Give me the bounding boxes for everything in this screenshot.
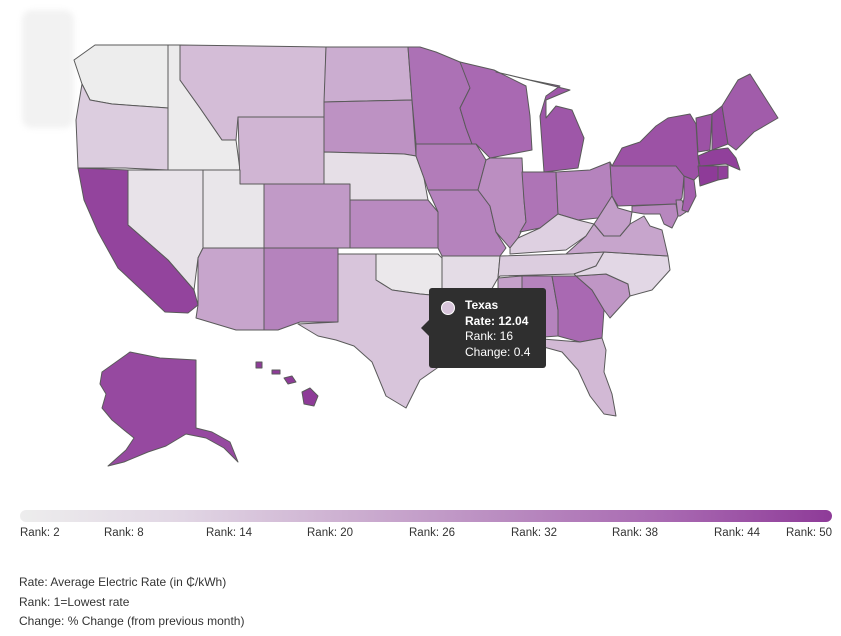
- us-electric-rate-map: Texas Rate: 12.04 Rank: 16 Change: 0.4: [22, 10, 779, 467]
- state-sd[interactable]: [323, 99, 417, 157]
- note-rank: Rank: 1=Lowest rate: [19, 594, 130, 609]
- legend-label: Rank: 8: [104, 527, 144, 539]
- state-de[interactable]: [675, 199, 687, 217]
- state-pa[interactable]: [609, 161, 685, 207]
- state-vt[interactable]: [695, 113, 713, 153]
- state-me[interactable]: [721, 73, 779, 151]
- legend-label: Rank: 26: [409, 527, 456, 539]
- state-wi[interactable]: [459, 61, 533, 159]
- state-ia[interactable]: [415, 143, 487, 191]
- tooltip-rank: Rank: 16: [465, 329, 514, 343]
- state-nj[interactable]: [681, 175, 697, 213]
- state-co[interactable]: [263, 183, 351, 249]
- state-ky[interactable]: [509, 213, 595, 255]
- state-az[interactable]: [195, 247, 265, 331]
- state-tooltip: Texas Rate: 12.04 Rank: 16 Change: 0.4: [421, 288, 546, 368]
- state-fl[interactable]: [529, 337, 617, 417]
- legend-label: Rank: 50: [786, 527, 833, 539]
- legend-label: Rank: 44: [714, 527, 761, 539]
- note-rate: Rate: Average Electric Rate (in ₵/kWh): [19, 575, 227, 589]
- state-nm[interactable]: [263, 247, 339, 331]
- legend-label: Rank: 14: [206, 527, 253, 539]
- state-hi-molokai: [271, 369, 281, 375]
- legend-labels: Rank: 2 Rank: 8 Rank: 14 Rank: 20 Rank: …: [0, 527, 841, 543]
- state-hi-kauai: [255, 361, 263, 369]
- tooltip-color-swatch-icon: [441, 301, 455, 315]
- state-tx[interactable]: [297, 253, 455, 409]
- legend-label: Rank: 38: [612, 527, 659, 539]
- legend-color-scale: [20, 510, 832, 522]
- state-mi[interactable]: [495, 71, 585, 173]
- state-ct[interactable]: [697, 165, 719, 187]
- tooltip-rate: Rate: 12.04: [465, 313, 529, 328]
- state-ri[interactable]: [717, 165, 729, 181]
- legend-label: Rank: 2: [20, 527, 60, 539]
- state-hi[interactable]: [301, 387, 319, 407]
- legend-label: Rank: 32: [511, 527, 558, 539]
- state-nc[interactable]: [573, 251, 671, 297]
- state-ks[interactable]: [349, 199, 439, 249]
- tooltip-change: Change: 0.4: [465, 344, 531, 359]
- legend-label: Rank: 20: [307, 527, 354, 539]
- notes: Rate: Average Electric Rate (in ₵/kWh) R…: [19, 573, 244, 632]
- state-nd[interactable]: [323, 46, 413, 103]
- note-change: Change: % Change (from previous month): [19, 614, 245, 628]
- blurred-logo: [22, 10, 74, 128]
- state-wy[interactable]: [237, 116, 325, 185]
- map-canvas: [73, 44, 779, 467]
- state-ak[interactable]: [99, 351, 239, 467]
- tooltip-state-name: Texas: [465, 298, 499, 312]
- state-ca[interactable]: [77, 167, 199, 314]
- state-hi-maui: [283, 375, 297, 385]
